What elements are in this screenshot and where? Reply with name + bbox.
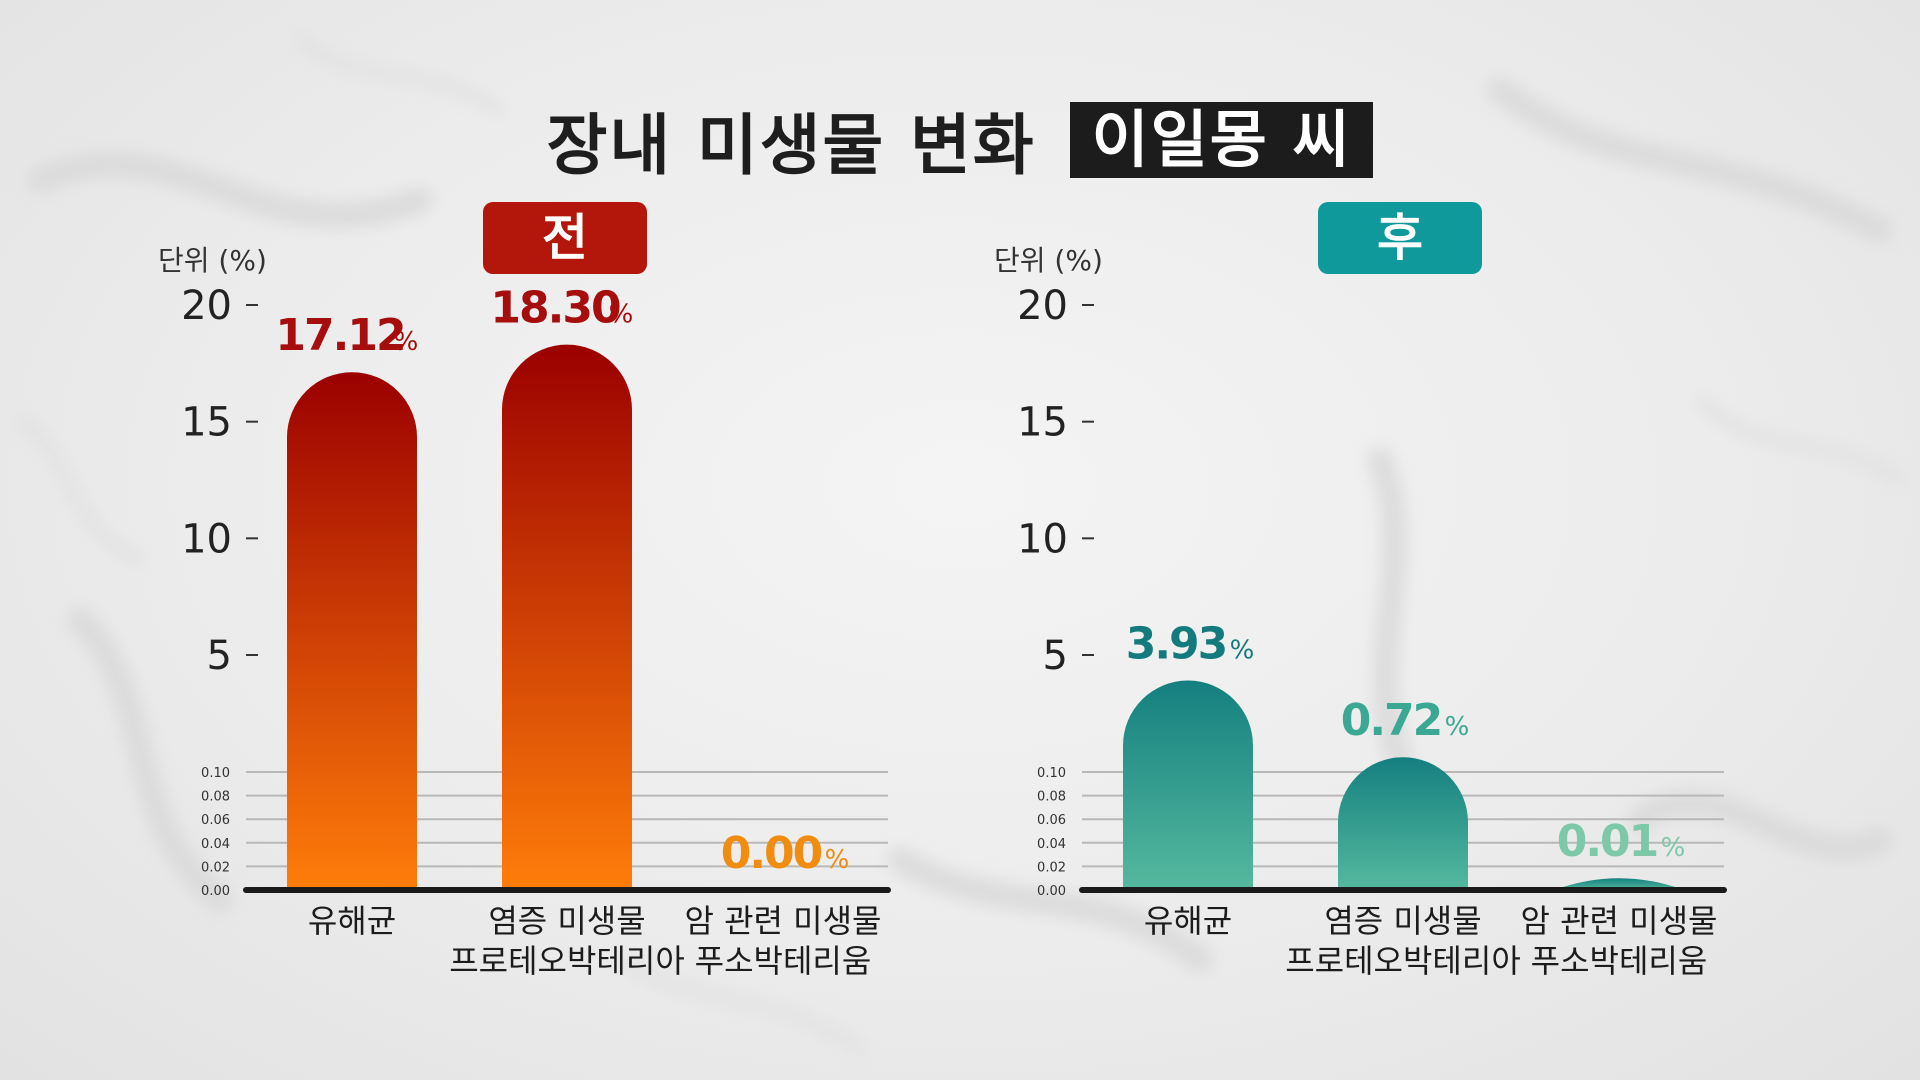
bar-data-label: 0.00 [721, 828, 822, 879]
y-axis-unit-label: 단위 (%) [158, 244, 267, 277]
y-tick-label: 20 [181, 283, 232, 329]
y-tick-label: 15 [1017, 400, 1068, 446]
x-category-label: 유해균 [1144, 902, 1232, 940]
y-axis-unit-label: 단위 (%) [994, 244, 1103, 277]
y-tick-label-small: 0.08 [201, 790, 230, 805]
bar-data-unit: % [1230, 636, 1255, 666]
bar-data-unit: % [394, 327, 419, 357]
bar [287, 372, 417, 890]
bar [502, 344, 632, 891]
subject-name-box: 이일몽 씨 [1069, 102, 1374, 178]
y-tick-label: 10 [1017, 516, 1068, 562]
y-tick-label: 10 [181, 516, 232, 562]
x-category-label: 염증 미생물 [488, 902, 645, 940]
y-tick-label-small: 0.02 [201, 860, 230, 875]
y-tick-label: 5 [207, 633, 232, 679]
y-tick-label-small: 0.06 [1037, 813, 1066, 828]
x-category-label: 프로테오박테리아 [1285, 942, 1521, 980]
x-category-label: 암 관련 미생물 [685, 902, 882, 940]
bar-data-unit: % [1445, 712, 1470, 742]
x-category-label: 암 관련 미생물 [1521, 902, 1718, 940]
bar-data-unit: % [825, 845, 850, 875]
y-tick-label-small: 0.04 [201, 837, 230, 852]
x-category-label: 푸소박테리움 [695, 942, 872, 980]
bar [1338, 757, 1468, 890]
bar-data-label: 0.72 [1341, 695, 1442, 746]
bar-data-unit: % [1661, 833, 1686, 863]
badge-before: 전 [483, 202, 647, 274]
y-tick-label-small: 0.10 [201, 766, 230, 781]
bar-data-unit: % [609, 300, 634, 330]
x-category-label: 염증 미생물 [1324, 902, 1481, 940]
y-tick-label-small: 0.02 [1037, 860, 1066, 875]
title-row: 장내 미생물 변화 이일몽 씨 [0, 100, 1920, 184]
bar-data-label: 0.01 [1557, 816, 1658, 867]
x-category-label: 푸소박테리움 [1531, 942, 1708, 980]
y-tick-label: 15 [181, 400, 232, 446]
y-tick-label-small: 0.08 [1037, 790, 1066, 805]
badge-after: 후 [1318, 202, 1482, 274]
y-tick-label-small: 0.00 [201, 884, 230, 899]
x-category-label: 유해균 [308, 902, 396, 940]
y-tick-label: 20 [1017, 283, 1068, 329]
bar-data-label: 18.30 [490, 283, 620, 334]
bar-data-label: 17.12 [275, 310, 404, 361]
y-tick-label-small: 0.10 [1037, 766, 1066, 781]
y-tick-label-small: 0.04 [1037, 837, 1066, 852]
x-category-label: 프로테오박테리아 [449, 942, 685, 980]
y-tick-label-small: 0.00 [1037, 884, 1066, 899]
bar-data-label: 3.93 [1126, 619, 1227, 670]
chart-title: 장내 미생물 변화 [546, 107, 1036, 184]
y-tick-label: 5 [1043, 633, 1068, 679]
y-tick-label-small: 0.06 [201, 813, 230, 828]
bar [1123, 680, 1253, 890]
